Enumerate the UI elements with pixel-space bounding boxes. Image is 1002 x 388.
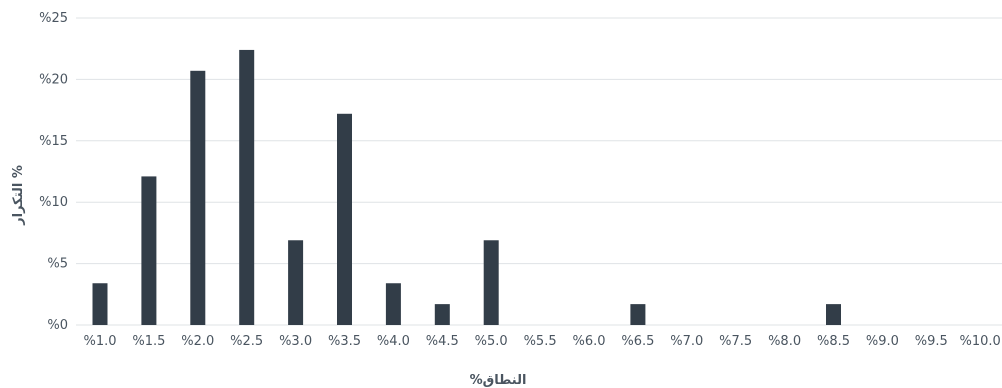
- x-tick-label: %6.0: [572, 334, 605, 349]
- y-tick-label: %0: [47, 318, 68, 333]
- x-tick-label: %5.0: [475, 334, 508, 349]
- bars: [92, 49, 841, 325]
- bar: [434, 304, 450, 325]
- x-tick-label: %2.5: [230, 334, 263, 349]
- bar: [92, 283, 108, 325]
- y-axis-title: التكرار %: [11, 165, 26, 226]
- x-tick-label: %4.5: [426, 334, 459, 349]
- bar: [630, 304, 646, 325]
- bar: [141, 176, 157, 325]
- bar: [483, 240, 499, 325]
- x-axis-ticks: %1.0 %1.5 %2.0 %2.5 %3.0 %3.5 %4.0 %4.5 %5.0 %5.5…: [83, 334, 1000, 349]
- bar: [190, 70, 206, 325]
- x-tick-label: %1.5: [132, 334, 165, 349]
- x-tick-label: %6.5: [621, 334, 654, 349]
- x-tick-label: %3.0: [279, 334, 312, 349]
- x-tick-label: %9.5: [915, 334, 948, 349]
- x-tick-label: %3.5: [328, 334, 361, 349]
- bar: [385, 283, 401, 325]
- x-tick-label: %8.5: [817, 334, 850, 349]
- y-tick-label: %25: [39, 11, 68, 26]
- bar: [826, 304, 841, 325]
- bar: [288, 240, 304, 325]
- y-tick-label: %15: [39, 134, 68, 149]
- x-tick-label: %9.0: [866, 334, 899, 349]
- x-tick-label: %10.0: [960, 334, 1001, 349]
- x-tick-label: %4.0: [377, 334, 410, 349]
- y-tick-label: %20: [39, 72, 68, 87]
- x-tick-label: %1.0: [83, 334, 116, 349]
- bar: [239, 49, 255, 325]
- x-tick-label: %5.5: [524, 334, 557, 349]
- y-axis-ticks: %0 %5 %10 %15 %20 %25: [39, 11, 68, 333]
- x-tick-label: %2.0: [181, 334, 214, 349]
- x-tick-label: %7.5: [719, 334, 752, 349]
- bar: [337, 113, 352, 325]
- gridlines: [76, 17, 1002, 326]
- y-tick-label: %5: [47, 257, 68, 272]
- x-axis-title: %النطاق: [470, 373, 527, 388]
- y-tick-label: %10: [39, 195, 68, 210]
- x-tick-label: %8.0: [768, 334, 801, 349]
- x-tick-label: %7.0: [670, 334, 703, 349]
